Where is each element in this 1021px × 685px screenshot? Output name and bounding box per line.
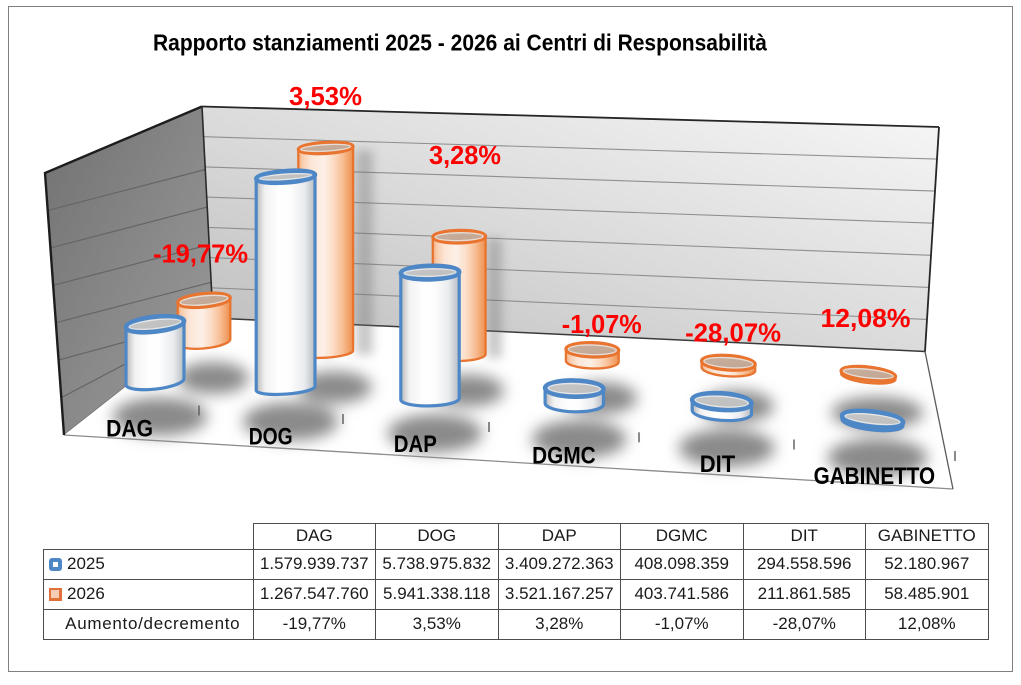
svg-text:-28,07%: -28,07% (685, 318, 781, 348)
svg-text:3,28%: 3,28% (429, 140, 501, 170)
svg-text:DGMC: DGMC (532, 442, 596, 469)
svg-text:-19,77%: -19,77% (153, 239, 248, 269)
svg-text:Rapporto stanziamenti 2025 - 2: Rapporto stanziamenti 2025 - 2026 ai Cen… (153, 30, 767, 56)
svg-text:DAP: DAP (394, 431, 437, 458)
svg-text:-1,07%: -1,07% (562, 309, 642, 339)
svg-text:DAG: DAG (106, 416, 153, 443)
svg-text:GABINETTO: GABINETTO (814, 463, 936, 490)
svg-text:12,08%: 12,08% (821, 303, 911, 333)
svg-text:3,53%: 3,53% (289, 81, 362, 111)
svg-text:DIT: DIT (700, 451, 736, 478)
svg-text:DOG: DOG (249, 423, 293, 450)
